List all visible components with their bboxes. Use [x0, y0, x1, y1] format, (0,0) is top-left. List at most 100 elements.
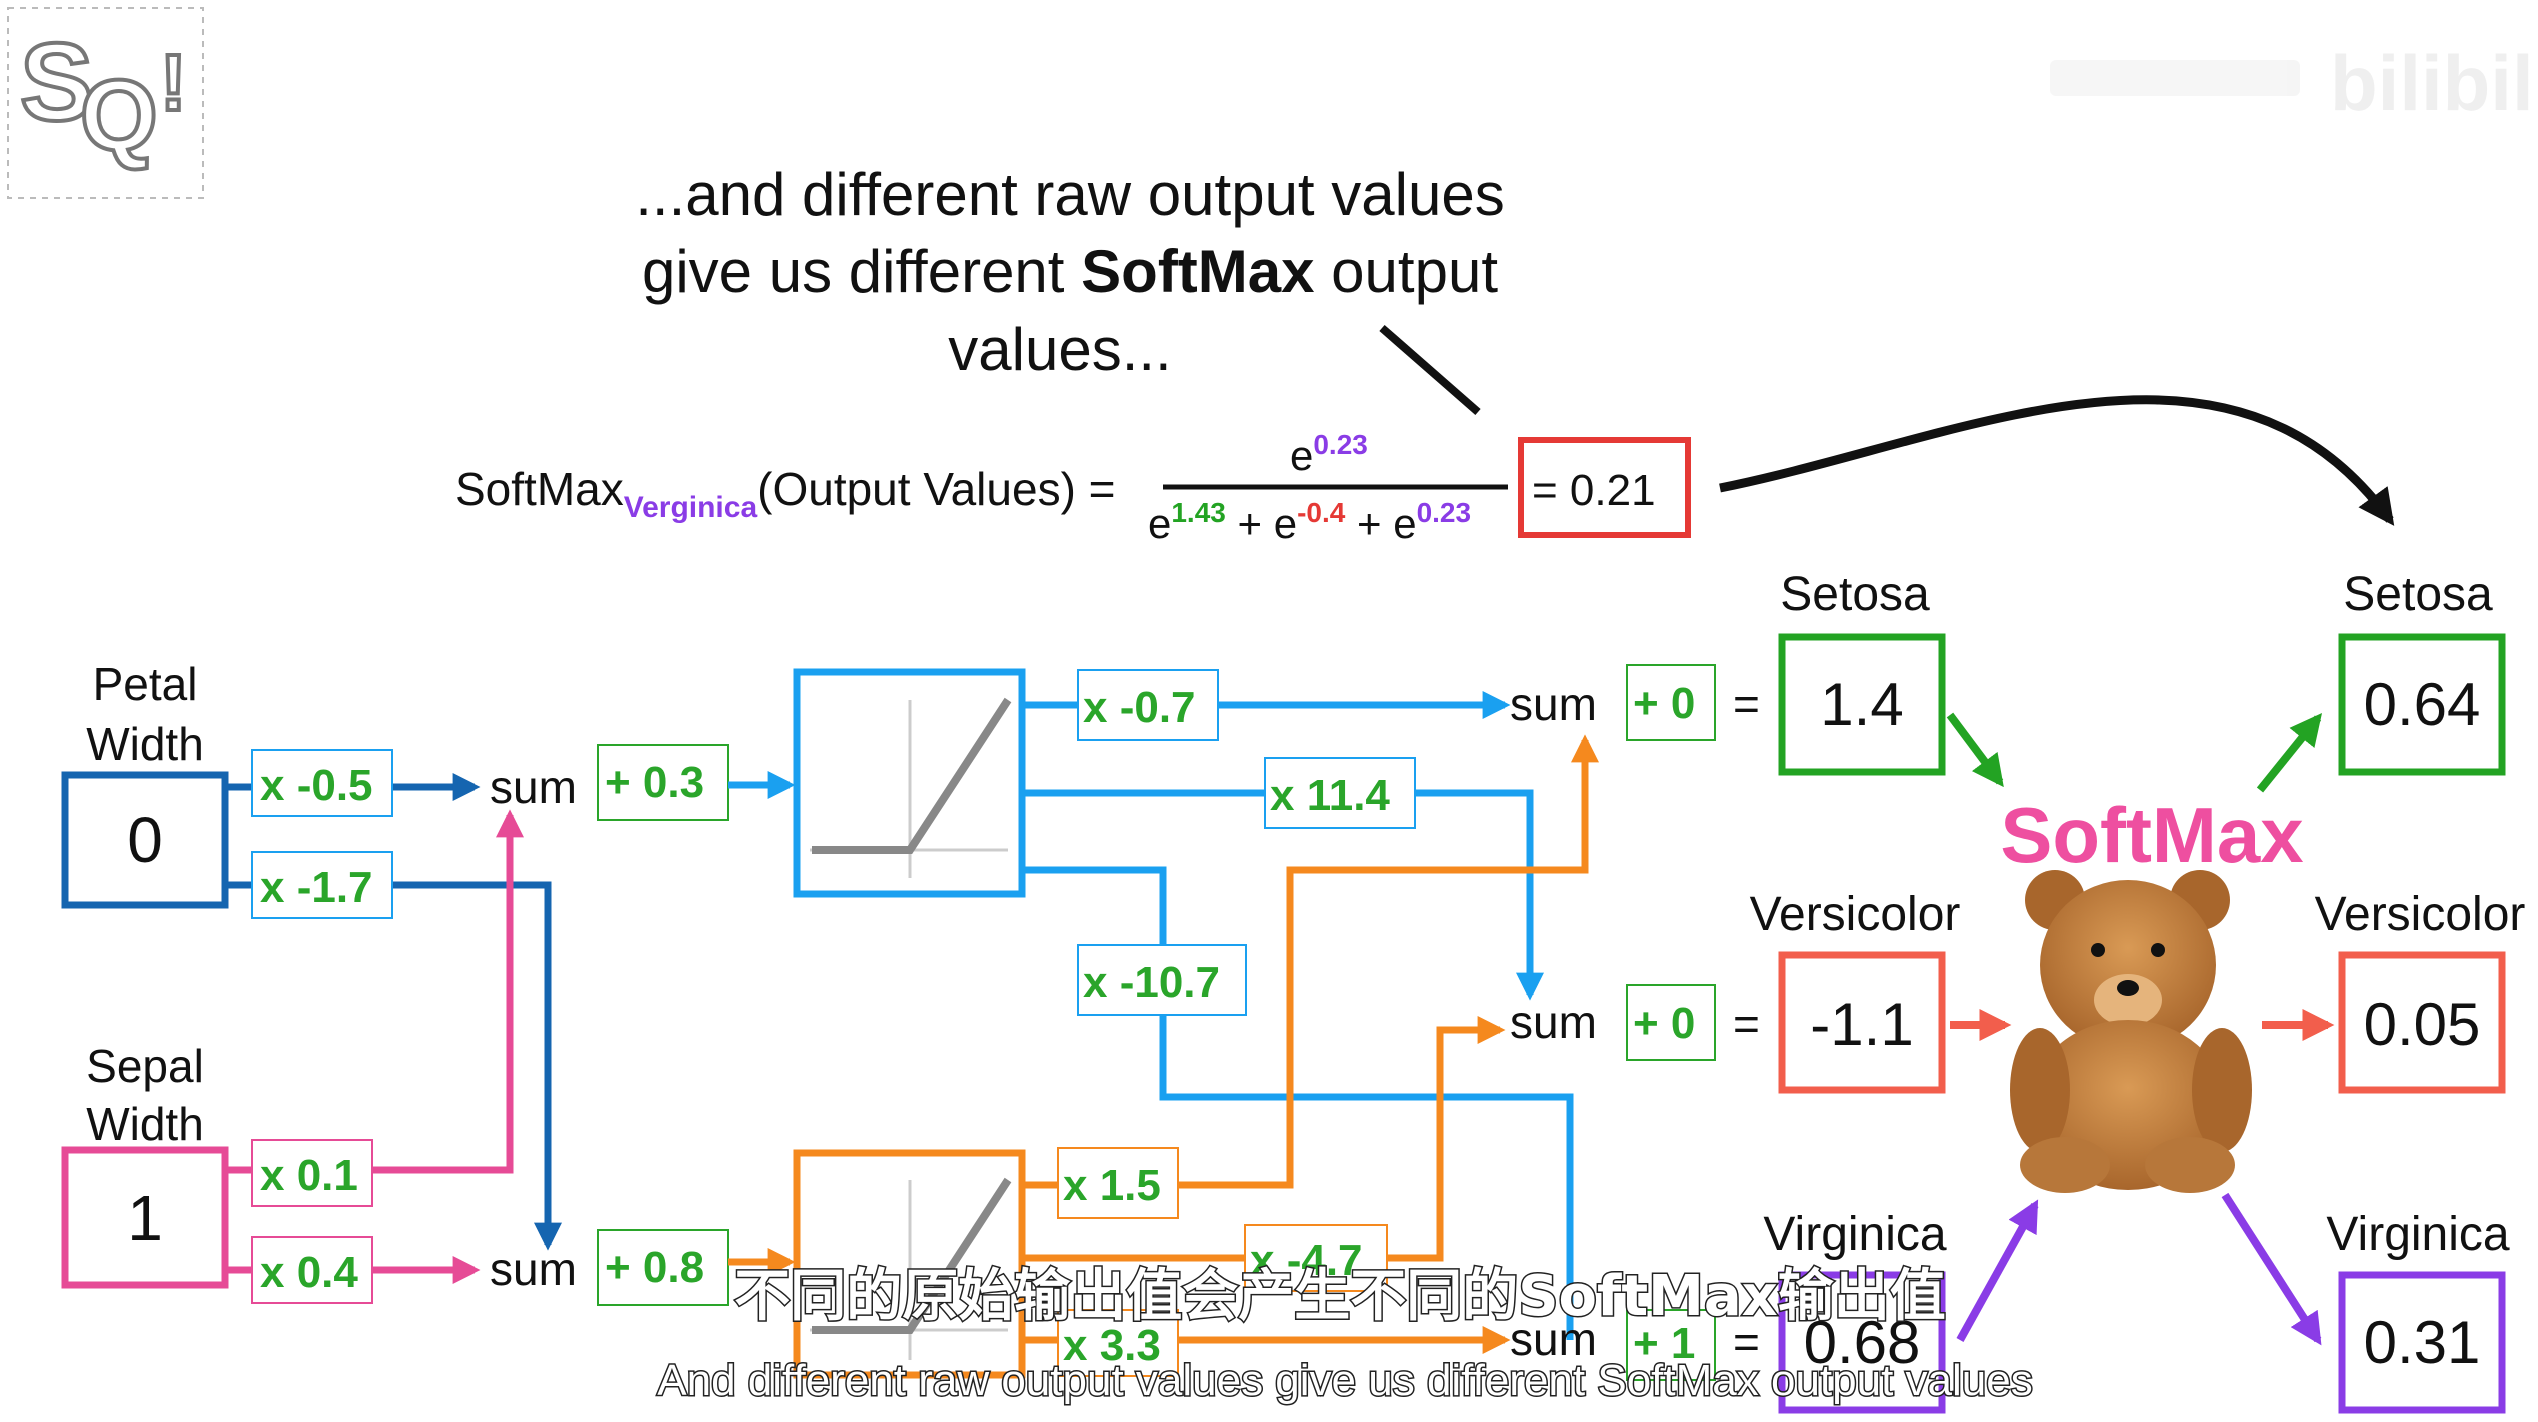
- weight-petal-bottom: x -1.7: [260, 863, 373, 912]
- weight-sepal-bottom: x 0.4: [260, 1248, 358, 1297]
- weight-o1: x -0.7: [1083, 683, 1196, 732]
- raw-setosa-label: Setosa: [1780, 568, 1930, 621]
- sm-virginica-value: 0.31: [2364, 1309, 2481, 1376]
- edge-o4: [1022, 734, 1599, 1189]
- formula-result-box: [1518, 437, 1691, 538]
- bias-box-setosa: [1626, 664, 1716, 741]
- sum-out-setosa: sum: [1510, 678, 1597, 730]
- sm-virginica-box: [2338, 1271, 2506, 1414]
- raw-virginica-box: [1778, 1271, 1946, 1414]
- sm-virginica-label: Virginica: [2326, 1208, 2510, 1261]
- input-sepal-width: Sepal Width 1: [61, 1040, 229, 1289]
- weight-box-sepal-top: [251, 1139, 373, 1207]
- weight-sepal-top: x 0.1: [260, 1151, 358, 1200]
- relu-curve-bottom: [812, 1177, 1012, 1334]
- caption-line-1: ...and different raw output values: [635, 161, 1504, 228]
- equals-virginica: =: [1733, 1316, 1760, 1368]
- hidden-sums: sum + 0.3 sum + 0.8: [490, 744, 796, 1306]
- caption-line-3: values...: [948, 316, 1171, 383]
- weight-o4: x 1.5: [1063, 1161, 1161, 1210]
- bias-box-hidden-top: [597, 744, 729, 821]
- equals-versicolor: =: [1733, 998, 1760, 1050]
- bilibili-watermark: bilibili: [2050, 39, 2538, 127]
- result-curved-arrow: [1719, 395, 2395, 526]
- bias-versicolor: + 0: [1633, 999, 1695, 1048]
- softmax-in-arrows: [1946, 712, 2039, 1342]
- bias-box-versicolor: [1626, 984, 1716, 1061]
- petal-label-1: Petal: [93, 658, 198, 710]
- sm-versicolor-value: 0.05: [2364, 991, 2481, 1058]
- weight-box-petal-bottom: [251, 851, 393, 919]
- sm-versicolor-label: Versicolor: [2315, 888, 2526, 941]
- subtitle-english: And different raw output values give us …: [657, 1356, 2032, 1405]
- softmax-formula: SoftMaxVerginica(Output Values) = e0.23 …: [455, 429, 1691, 547]
- bias-hidden-bottom: + 0.8: [605, 1243, 704, 1292]
- svg-text:!: !: [160, 38, 187, 127]
- statquest-logo: S Q !: [7, 7, 204, 199]
- raw-setosa-box: [1778, 633, 1946, 776]
- sm-setosa-value: 0.64: [2364, 671, 2481, 738]
- output-sums: sum + 0 = sum + 0 = sum + 1 =: [1510, 664, 1760, 1381]
- relu-curve-top: [812, 697, 1012, 854]
- caption-pointer-line: [1379, 324, 1481, 416]
- weight-box-sepal-bottom: [251, 1236, 373, 1304]
- weight-box-petal-top: [251, 749, 393, 817]
- sepal-input-value: 1: [127, 1182, 163, 1254]
- edge-o5: [1022, 1016, 1506, 1262]
- sepal-input-box: [61, 1146, 229, 1289]
- petal-label-2: Width: [86, 718, 204, 770]
- weight-box-o6: [1057, 1309, 1179, 1377]
- weight-box-o3: [1077, 944, 1247, 1016]
- raw-versicolor-label: Versicolor: [1750, 888, 1961, 941]
- output-weights: x -0.7 x 11.4 x -10.7 x 1.5 x -4.7 x 3.3: [1057, 669, 1416, 1377]
- raw-outputs: Setosa 1.4 Versicolor -1.1 Virginica 0.6…: [1750, 568, 1961, 1414]
- subtitle-chinese: 不同的原始输出值会产生不同的SoftMax输出值: [734, 1264, 1946, 1329]
- teddy-bear-icon: [2010, 870, 2252, 1193]
- sm-setosa-label: Setosa: [2343, 568, 2493, 621]
- sm-versicolor-box: [2338, 951, 2506, 1094]
- raw-virginica-value: 0.68: [1804, 1309, 1921, 1376]
- input-petal-width: Petal Width 0: [61, 658, 229, 909]
- bias-setosa: + 0: [1633, 679, 1695, 728]
- raw-versicolor-value: -1.1: [1810, 991, 1913, 1058]
- softmax-out-arrows: [2221, 713, 2335, 1346]
- raw-versicolor-box: [1778, 951, 1946, 1094]
- arrow-virginica-out: [2221, 1192, 2322, 1346]
- bias-box-hidden-bottom: [597, 1229, 729, 1306]
- weight-o6: x 3.3: [1063, 1321, 1161, 1370]
- equals-setosa: =: [1733, 678, 1760, 730]
- relu-node-top: [793, 668, 1026, 898]
- softmax-label: SoftMax: [2000, 791, 2303, 879]
- softmax-outputs: Setosa 0.64 Versicolor 0.05 Virginica 0.…: [2315, 568, 2526, 1414]
- weight-box-o1: [1077, 669, 1219, 741]
- weight-box-o5: [1244, 1224, 1388, 1292]
- weight-box-o2: [1264, 757, 1416, 829]
- petal-input-box: [61, 771, 229, 909]
- relu-node-bottom: [793, 1149, 1026, 1379]
- formula-lhs: SoftMaxVerginica(Output Values) =: [455, 463, 1116, 524]
- svg-text:S: S: [20, 21, 93, 144]
- formula-numerator: e0.23: [1290, 429, 1368, 479]
- raw-setosa-value: 1.4: [1820, 671, 1903, 738]
- subtitles: 不同的原始输出值会产生不同的SoftMax输出值 And different r…: [656, 1263, 2034, 1407]
- caption-line-2: give us different SoftMax output: [642, 238, 1498, 305]
- edge-o3: [1022, 866, 1574, 1340]
- sum-hidden-top: sum: [490, 761, 577, 813]
- svg-text:Q: Q: [80, 60, 158, 172]
- input-weights: x -0.5 x -1.7 x 0.1 x 0.4: [251, 749, 393, 1304]
- weight-petal-top: x -0.5: [260, 761, 373, 810]
- arrow-setosa-out: [2256, 713, 2323, 793]
- formula-result: = 0.21: [1532, 466, 1656, 515]
- sum-out-virginica: sum: [1510, 1313, 1597, 1365]
- bias-hidden-top: + 0.3: [605, 758, 704, 807]
- sum-out-versicolor: sum: [1510, 996, 1597, 1048]
- edge-o2: [1022, 789, 1544, 1001]
- bilibili-logo-text: bilibili: [2330, 39, 2538, 127]
- arrow-virginica-in: [1956, 1199, 2039, 1342]
- formula-denominator: e1.43 + e-0.4 + e0.23: [1148, 497, 1471, 547]
- weight-o3: x -10.7: [1083, 958, 1220, 1007]
- petal-input-value: 0: [127, 804, 163, 876]
- weight-box-o4: [1057, 1147, 1179, 1219]
- bias-box-virginica: [1626, 1309, 1716, 1381]
- weight-o2: x 11.4: [1270, 771, 1390, 820]
